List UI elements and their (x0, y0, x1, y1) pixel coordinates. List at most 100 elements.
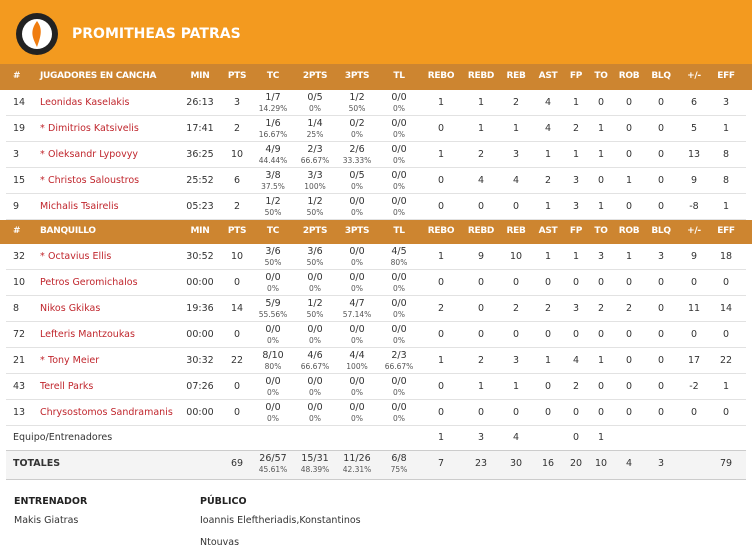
stat-percent: 50% (306, 258, 324, 267)
column-header: +/- (687, 71, 701, 81)
team-row (6, 426, 746, 451)
stat-value: 26/57 (259, 453, 287, 464)
stat-value: 1 (544, 201, 552, 212)
stat-value: 3 (512, 149, 520, 160)
stat-value: 10 (230, 251, 244, 262)
stat-value: -8 (689, 201, 699, 212)
player-name[interactable]: Chrysostomos Sandramanis (40, 407, 173, 418)
totals-label: TOTALES (13, 458, 61, 469)
player-name[interactable]: Lefteris Mantzoukas (40, 329, 135, 340)
column-header: TO (594, 71, 608, 81)
player-name[interactable]: Terell Parks (40, 381, 94, 392)
stat-value: 0/0 (265, 402, 281, 413)
stat-value: 0 (477, 201, 485, 212)
stat-value: 0 (722, 407, 730, 418)
player-name[interactable]: Petros Geromichalos (40, 277, 138, 288)
stat-value: 0 (690, 329, 698, 340)
stat-percent: 0% (351, 130, 363, 139)
stat-value: 2 (512, 97, 520, 108)
player-name[interactable]: Tony Meier (48, 355, 100, 366)
stat-percent: 100% (346, 362, 368, 371)
stat-value: 0/0 (349, 196, 365, 207)
stat-value: 0/0 (391, 298, 407, 309)
stat-value: 07:26 (186, 381, 214, 392)
column-header: REBO (427, 71, 455, 81)
stat-value: 1 (544, 149, 552, 160)
stat-value: 0 (544, 381, 552, 392)
stat-value: 0 (625, 277, 633, 288)
stat-value: 1 (437, 251, 445, 262)
player-number: 3 (13, 149, 20, 160)
stat-value: 10 (230, 149, 244, 160)
player-name[interactable]: Dimitrios Katsivelis (48, 123, 139, 134)
player-name[interactable]: Michalis Tsairelis (40, 201, 119, 212)
stat-value: 2 (233, 201, 241, 212)
stat-percent: 100% (304, 182, 326, 191)
column-header: TL (393, 226, 405, 236)
section-header (0, 64, 752, 90)
stat-value: 3 (572, 303, 580, 314)
column-header: 3PTS (344, 71, 370, 81)
column-header: EFF (717, 71, 735, 81)
stat-percent: 0% (351, 208, 363, 217)
player-name[interactable]: Octavius Ellis (48, 251, 112, 262)
stat-value: 3/8 (265, 170, 281, 181)
stat-value: 0 (657, 381, 665, 392)
stat-value: 1 (437, 97, 445, 108)
stat-value: 0/5 (349, 170, 365, 181)
player-number: 72 (13, 329, 26, 340)
public-names: Ioannis Eleftheriadis,Konstantinos Ntouv… (200, 515, 361, 548)
stat-value: 0 (657, 303, 665, 314)
stat-value: 11/26 (343, 453, 371, 464)
player-name[interactable]: Christos Saloustros (48, 175, 140, 186)
player-number: 32 (13, 251, 26, 262)
stat-value: 0/0 (307, 376, 323, 387)
stat-value: 1/2 (265, 196, 281, 207)
stat-value: 0 (657, 277, 665, 288)
stat-value: 2 (544, 175, 552, 186)
stat-value: 16 (541, 458, 555, 469)
section-title: BANQUILLO (40, 226, 96, 236)
stat-value: 10 (594, 458, 608, 469)
stat-percent: 0% (267, 284, 279, 293)
stat-percent: 0% (309, 336, 321, 345)
stat-value: 00:00 (186, 407, 214, 418)
stat-value: 0/0 (391, 324, 407, 335)
stat-value: 9 (690, 175, 698, 186)
stat-value: 3/6 (307, 246, 323, 257)
column-header: # (13, 71, 21, 81)
stat-percent: 0% (309, 388, 321, 397)
player-name[interactable]: Oleksandr Lypovyy (48, 149, 138, 160)
stat-value: 2 (477, 355, 485, 366)
stat-value: 0/0 (391, 402, 407, 413)
stat-value: 0 (544, 407, 552, 418)
top-bar (0, 0, 752, 64)
stat-value: 4 (512, 432, 520, 443)
starter-mark: * (40, 251, 45, 262)
player-name[interactable]: Nikos Gkikas (40, 303, 101, 314)
stat-percent: 25% (306, 130, 324, 139)
stat-percent: 42.31% (342, 465, 372, 474)
stat-value: 0 (512, 329, 520, 340)
column-header: TC (266, 71, 280, 81)
stat-percent: 57.14% (342, 310, 372, 319)
stat-value: 0 (657, 175, 665, 186)
stat-value: 0 (657, 97, 665, 108)
row-divider (6, 399, 746, 400)
player-name[interactable]: Leonidas Kaselakis (40, 97, 130, 108)
stat-value: 1 (597, 149, 605, 160)
stat-percent: 48.39% (300, 465, 330, 474)
section-header (0, 220, 752, 244)
row-divider (6, 269, 746, 270)
player-number: 14 (13, 97, 26, 108)
stat-value: 4/7 (349, 298, 365, 309)
stat-value: 0 (597, 381, 605, 392)
stat-value: 0 (597, 277, 605, 288)
stat-value: 2 (233, 123, 241, 134)
stat-value: 0 (625, 381, 633, 392)
stat-value: 0 (625, 123, 633, 134)
stat-value: 0 (437, 123, 445, 134)
stat-percent: 0% (351, 388, 363, 397)
coach-label: ENTRENADOR (14, 496, 88, 507)
stat-value: 10 (509, 251, 523, 262)
